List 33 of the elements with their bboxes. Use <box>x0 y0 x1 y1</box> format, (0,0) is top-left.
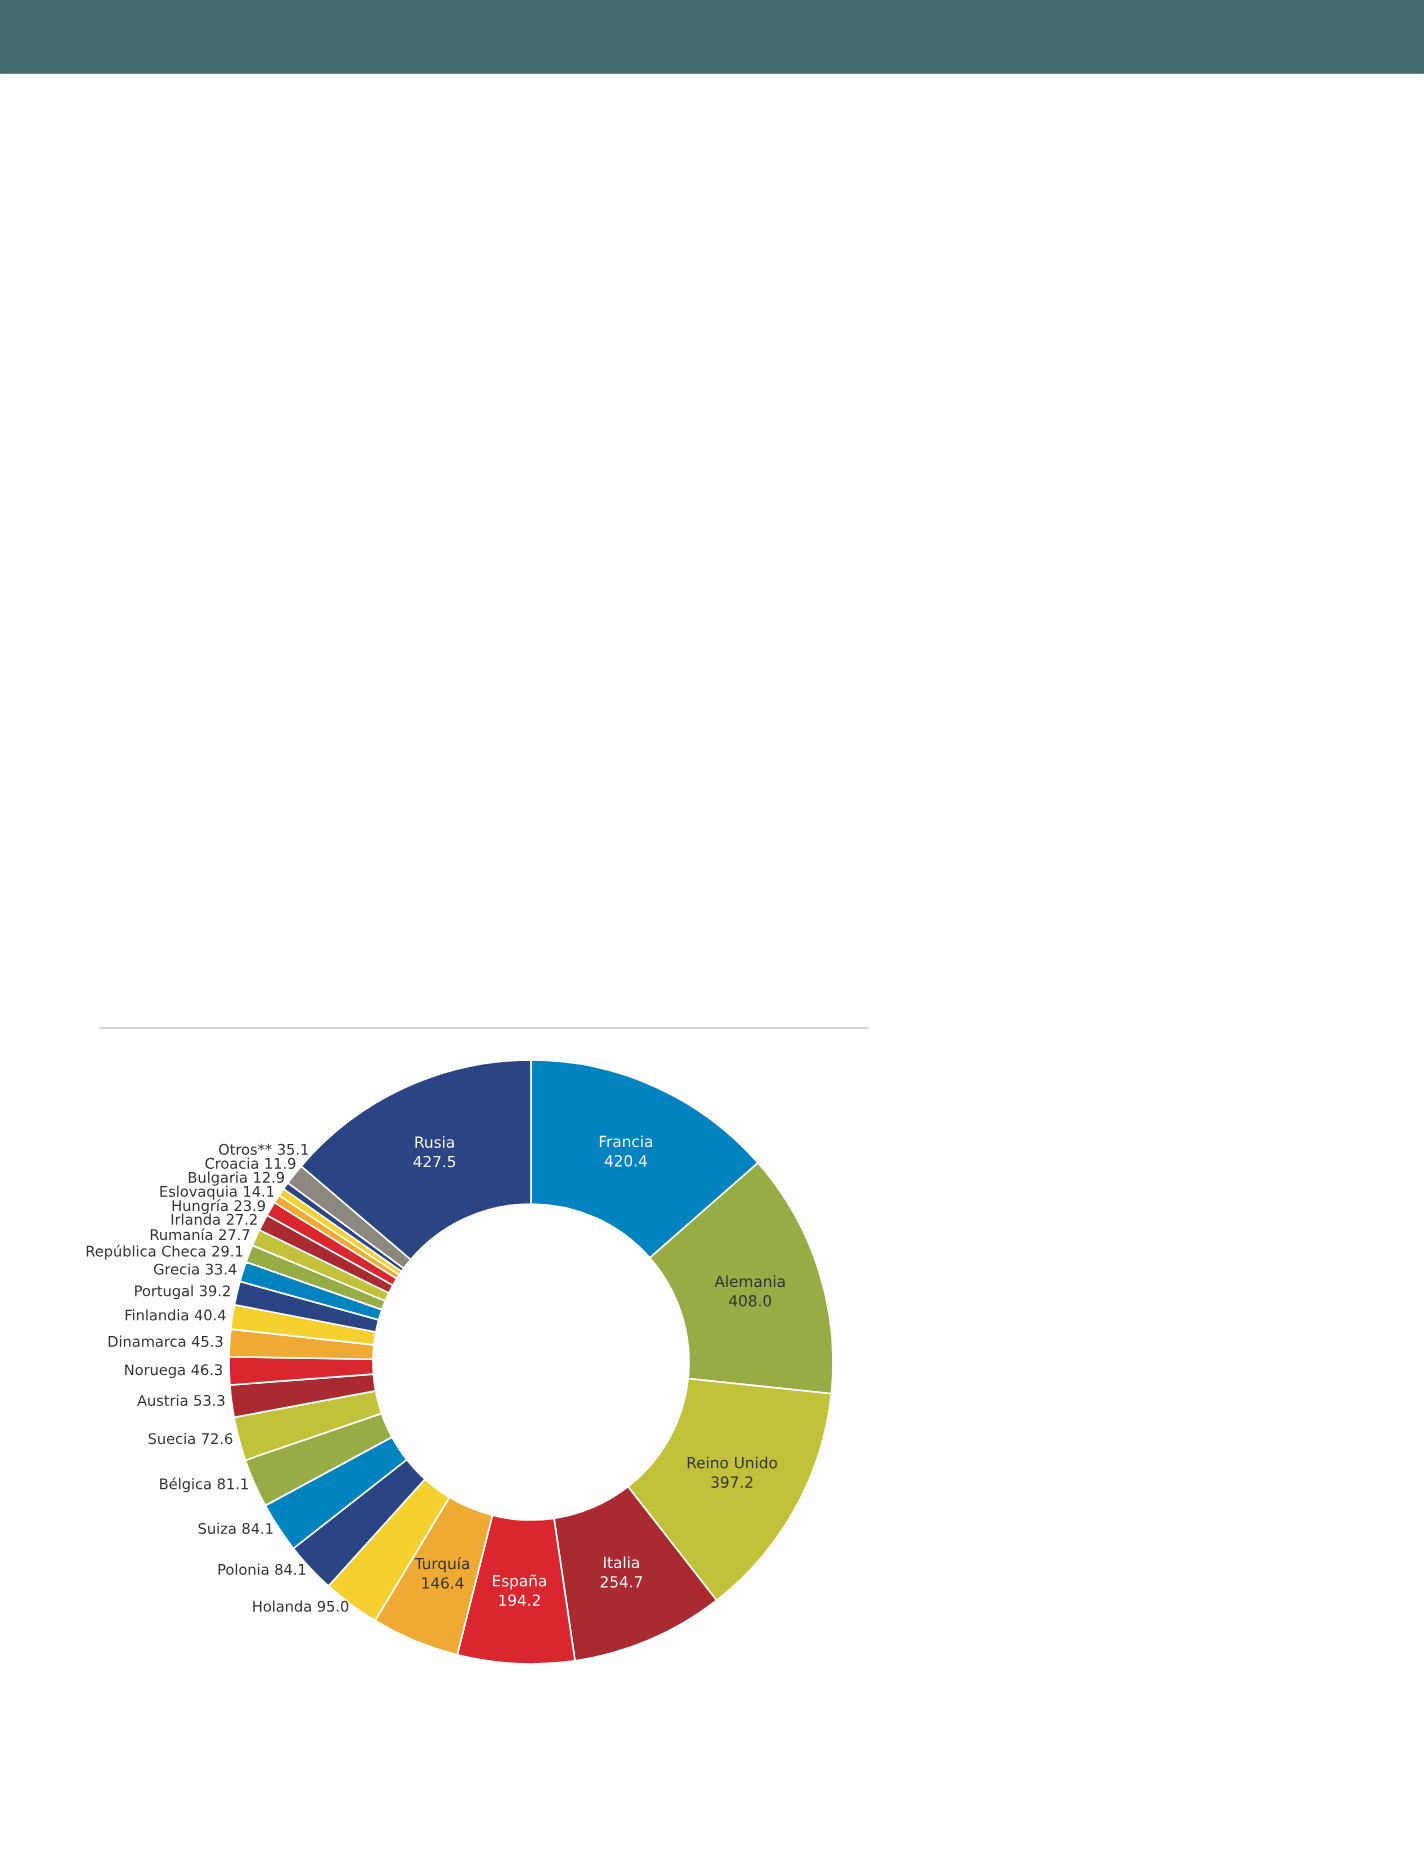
slice-label: Holanda 95.0 <box>253 1600 349 1612</box>
data-label: 397.2 <box>711 1476 753 1488</box>
slice-label: Otros** 35.1 <box>219 1143 308 1155</box>
slice-label: Alemania <box>714 1275 785 1288</box>
slice-label: Bulgaria 12.9 <box>188 1171 284 1186</box>
slice-label: Rumanía 27.7 <box>150 1228 250 1241</box>
slice-label: Eslovaquia 14.1 <box>160 1185 274 1200</box>
slice-label: Reino Unido <box>687 1456 777 1469</box>
slice-label: Noruega 46.3 <box>125 1364 222 1379</box>
slice-label: Francia <box>599 1135 653 1148</box>
slice-label: Hungría 23.9 <box>172 1199 265 1215</box>
slice-label: Rusia <box>415 1136 454 1148</box>
slice-label: Suiza 84.1 <box>198 1522 273 1534</box>
data-label: 194.2 <box>499 1594 540 1606</box>
data-label: 254.7 <box>600 1576 642 1588</box>
data-label: 408.0 <box>729 1295 772 1307</box>
slice-label: Austria 53.3 <box>137 1394 225 1406</box>
slice-label: Grecia 33.4 <box>153 1263 237 1275</box>
slice-label: Italia <box>604 1556 639 1569</box>
slice-label: Portugal 39.2 <box>135 1285 230 1300</box>
data-label: 427.5 <box>413 1155 456 1168</box>
slice-label: República Checa 29.1 <box>86 1244 243 1260</box>
slice-label: Suecia 72.6 <box>148 1432 233 1445</box>
slice-label: Irlanda 27.2 <box>171 1213 257 1225</box>
slice-label: Croacia 11.9 <box>205 1157 296 1169</box>
slice-label: Finlandia 40.4 <box>125 1309 226 1321</box>
slice-label: Bélgica 81.1 <box>160 1477 248 1493</box>
slice-label: Polonia 84.1 <box>218 1563 306 1575</box>
slice-label: Dinamarca 45.3 <box>108 1335 223 1347</box>
slice-label: España <box>493 1574 546 1590</box>
slice-label: Turquía <box>414 1556 469 1573</box>
data-label: 420.4 <box>604 1155 647 1167</box>
data-label: 146.4 <box>422 1577 464 1589</box>
